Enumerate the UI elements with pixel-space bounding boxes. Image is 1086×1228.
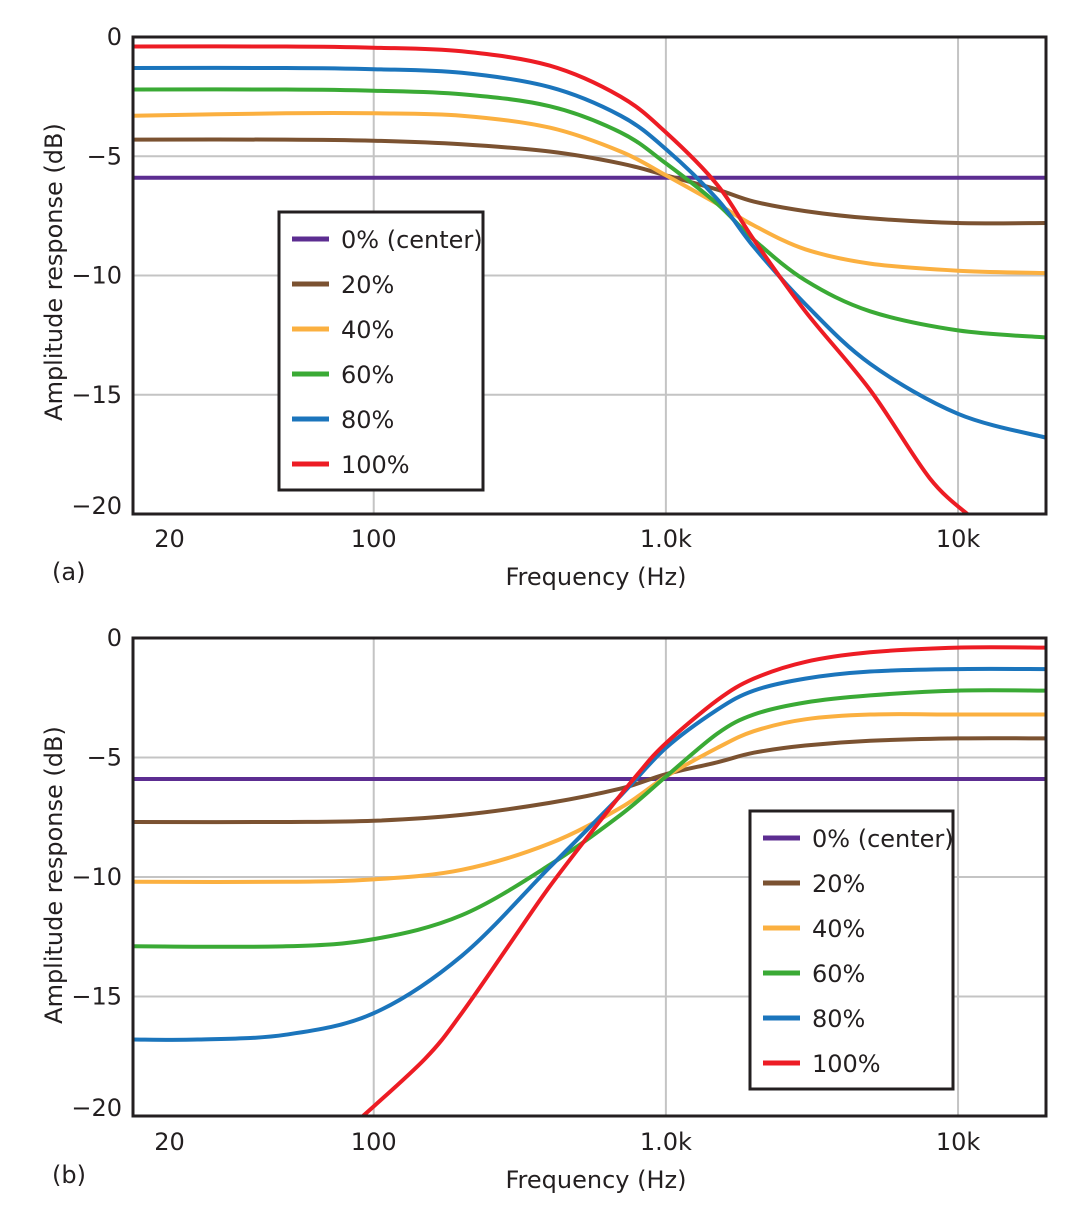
y-tick-label: 0 [107,624,122,652]
x-tick-label: 10k [936,1128,981,1156]
legend-entry-label: 100% [341,451,410,479]
x-tick-label: 10k [936,525,981,553]
legend-entry-label: 0% (center) [812,825,954,853]
y-axis-label: Amplitude response (dB) [40,123,68,421]
legend-entry-label: 20% [812,870,865,898]
series-group [133,44,1046,514]
legend: 0% (center) 20% 40% 60% 80% 100% [277,210,485,492]
y-tick-label: −15 [71,983,122,1011]
x-axis-label: Frequency (Hz) [506,1166,687,1194]
panel-label: (a) [52,558,85,586]
legend-entry-label: 80% [812,1005,865,1033]
x-tick-label: 1.0k [640,525,692,553]
chart-panel-a: 20 100 1.0k 10k 0 −5 −10 −15 −20 Frequency (Hz) Am… [40,23,1048,591]
panel-label: (b) [52,1161,86,1189]
series-line-5 [133,44,971,514]
series-line-1 [133,736,1046,825]
y-tick-label: 0 [107,23,122,51]
y-tick-label: −15 [71,381,122,409]
plot-frame [131,35,1048,516]
legend-box [277,210,485,492]
legend: 0% (center) 20% 40% 60% 80% 100% [748,809,955,1091]
legend-entry-label: 40% [341,316,394,344]
grid [133,37,1046,514]
chart-panel-b: 20 100 1.0k 10k 0 −5 −10 −15 −20 Frequency (Hz) Am… [40,624,1048,1194]
y-axis-label: Amplitude response (dB) [40,726,68,1024]
series-group [133,645,1046,1116]
legend-entry-label: 100% [812,1050,881,1078]
x-tick-label: 100 [351,1128,397,1156]
legend-entry-label: 80% [341,406,394,434]
y-tick-label: −10 [71,262,122,290]
y-tick-label: −20 [71,1094,122,1122]
legend-entry-label: 20% [341,271,394,299]
legend-entry-label: 60% [812,960,865,988]
series-line-3 [133,87,1046,340]
x-tick-label: 20 [154,1128,185,1156]
x-tick-label: 1.0k [640,1128,692,1156]
y-tick-label: −20 [71,492,122,520]
x-tick-label: 100 [351,525,397,553]
series-line-4 [133,65,1046,440]
series-line-2 [133,111,1046,276]
legend-box [748,809,955,1091]
x-axis-label: Frequency (Hz) [506,563,687,591]
series-line-3 [133,688,1046,949]
y-tick-label: −5 [87,744,122,772]
y-tick-label: −10 [71,863,122,891]
series-line-1 [133,137,1046,226]
series-line-5 [359,645,1046,1116]
legend-entry-label: 40% [812,915,865,943]
y-tick-label: −5 [87,142,122,170]
legend-entry-label: 60% [341,361,394,389]
plot-frame [131,636,1048,1118]
x-tick-label: 20 [154,525,185,553]
legend-entry-label: 0% (center) [341,226,483,254]
